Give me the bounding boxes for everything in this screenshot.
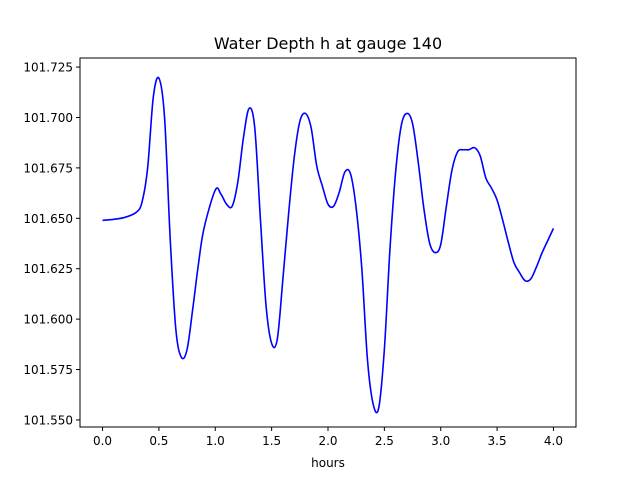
x-tick-label: 1.0 xyxy=(206,434,225,448)
x-tick-label: 3.5 xyxy=(488,434,507,448)
x-tick-label: 1.5 xyxy=(262,434,281,448)
chart-title: Water Depth h at gauge 140 xyxy=(214,34,442,53)
x-tick-label: 3.0 xyxy=(431,434,450,448)
y-tick-label: 101.725 xyxy=(23,61,73,75)
x-axis-label: hours xyxy=(311,456,345,470)
x-tick-label: 4.0 xyxy=(544,434,563,448)
series-line-0 xyxy=(102,76,555,414)
series-lines xyxy=(102,76,555,414)
x-tick-label: 2.5 xyxy=(375,434,394,448)
y-tick-label: 101.575 xyxy=(23,363,73,377)
x-tick-label: 0.5 xyxy=(149,434,168,448)
y-tick-label: 101.550 xyxy=(23,413,73,427)
x-tick-label: 0.0 xyxy=(93,434,112,448)
x-tick-label: 2.0 xyxy=(318,434,337,448)
y-tick-label: 101.700 xyxy=(23,111,73,125)
y-tick-label: 101.650 xyxy=(23,212,73,226)
y-tick-label: 101.625 xyxy=(23,262,73,276)
y-tick-label: 101.675 xyxy=(23,161,73,175)
y-tick-label: 101.600 xyxy=(23,313,73,327)
axes-ticks: 0.0 0.5 1.0 1.5 2.0 2.5 3.0 3.5 4.0 101.550 101.57… xyxy=(23,61,563,448)
plot-area xyxy=(79,57,577,428)
